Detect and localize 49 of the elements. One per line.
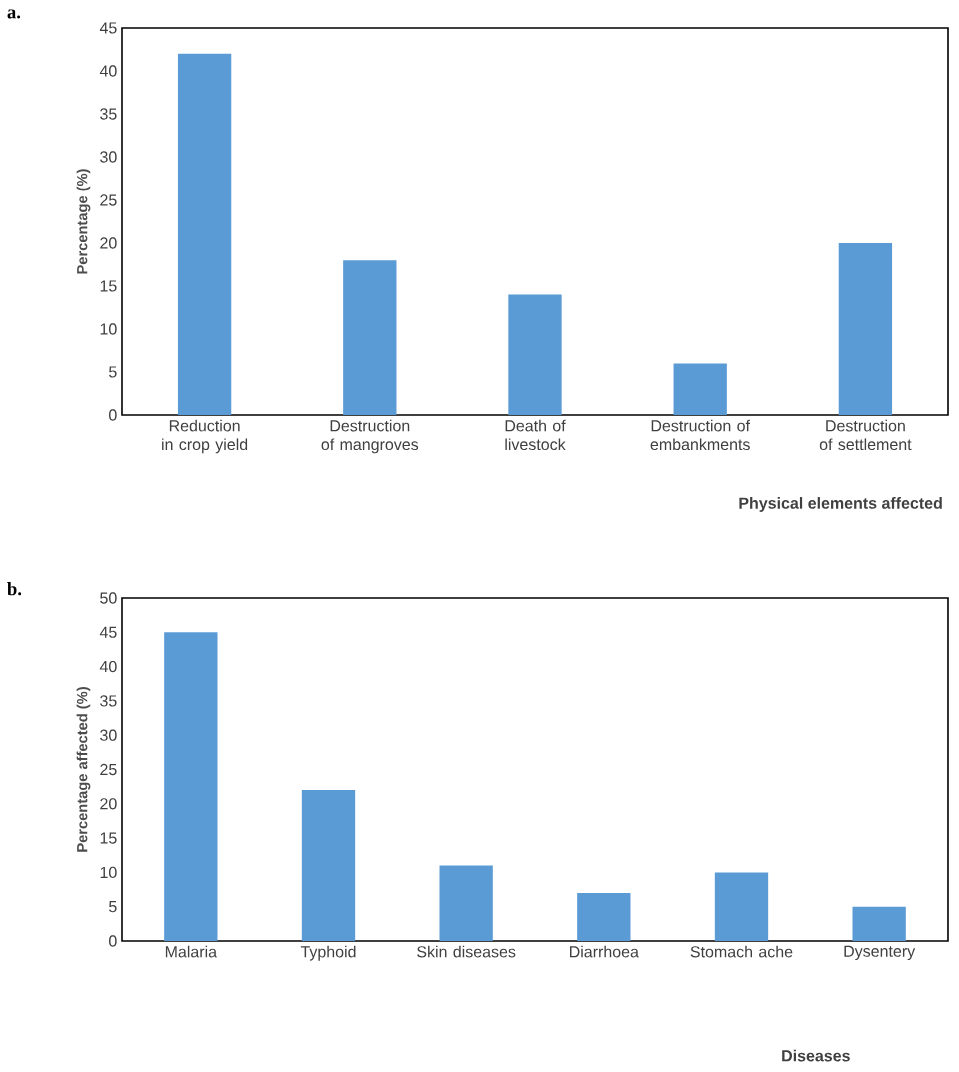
x-tick-label: Skin diseases (417, 945, 516, 958)
bar (577, 892, 631, 941)
x-axis-title: Diseases (782, 1049, 850, 1062)
bar (714, 872, 769, 941)
bar (343, 260, 397, 415)
bar (439, 865, 493, 941)
y-tick-label: 50 (100, 592, 117, 604)
y-tick-label: 30 (100, 151, 117, 163)
y-tick-label: 5 (109, 901, 117, 913)
text: a. (7, 9, 21, 19)
x-tick-label: Reduction in crop yield (162, 419, 248, 454)
bar (508, 294, 562, 415)
y-tick-label: 20 (100, 237, 117, 249)
y-tick-label: 5 (109, 366, 117, 378)
y-tick-label: 45 (99, 22, 117, 34)
y-tick-label: 15 (100, 280, 117, 292)
x-tick-label: Stomach ache (690, 945, 793, 958)
x-axis-title: Physical elements affected (739, 497, 942, 512)
y-tick-label: 35 (100, 695, 117, 707)
x-tick-label: Diarrhoea (570, 945, 639, 958)
y-tick-label: 40 (99, 660, 117, 673)
y-tick-label: 15 (100, 832, 117, 844)
y-tick-label: 10 (100, 866, 117, 879)
x-tick-label: Destruction of settlement (819, 419, 912, 451)
y-tick-label: 30 (100, 729, 117, 741)
x-tick-label: Typhoid (300, 945, 356, 961)
y-tick-label: 35 (100, 108, 117, 120)
y-tick-label: 45 (99, 626, 117, 638)
y-tick-label: 0 (109, 409, 117, 421)
x-tick-label: Malaria (165, 945, 218, 958)
bar (164, 632, 218, 941)
y-tick-label: 25 (100, 763, 117, 776)
bar (673, 363, 727, 415)
x-tick-label: Dysentery (844, 945, 916, 961)
y-tick-label: 10 (100, 323, 117, 335)
bar (852, 906, 906, 941)
y-axis-title: Percentage affected (%) (76, 687, 91, 852)
y-tick-label: 0 (109, 935, 117, 947)
x-tick-label: Destruction of mangroves (321, 419, 419, 454)
y-axis-title: Percentage (%) (76, 169, 91, 274)
bar (177, 53, 232, 415)
text: b. (7, 582, 22, 596)
bar (838, 243, 893, 415)
y-tick-label: 20 (100, 798, 117, 810)
x-tick-label: Death of livestock (505, 419, 566, 451)
y-tick-label: 40 (99, 65, 117, 77)
bar (301, 790, 356, 941)
x-tick-label: Destruction of embankments (650, 419, 751, 451)
y-tick-label: 25 (100, 194, 117, 206)
